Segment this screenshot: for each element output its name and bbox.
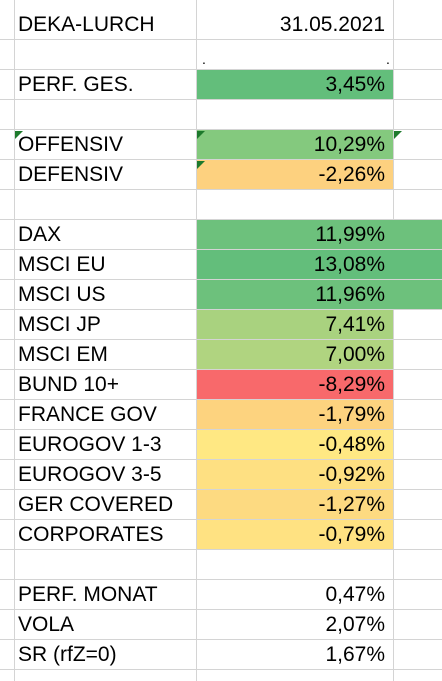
index-row: EUROGOV 3-5 -0,92%	[0, 460, 442, 490]
stat-label[interactable]: PERF. MONAT	[18, 583, 158, 606]
index-row: GER COVERED -1,27%	[0, 490, 442, 520]
marker-row	[0, 40, 442, 70]
index-value[interactable]: -0,92%	[197, 460, 393, 489]
stat-value[interactable]: 1,67%	[325, 643, 385, 666]
header-row: DEKA-LURCH 31.05.2021	[0, 10, 442, 40]
index-value[interactable]: 13,08%	[197, 250, 393, 279]
index-value[interactable]: -0,79%	[197, 520, 393, 549]
strategy-row: OFFENSIV 10,29%	[0, 130, 442, 160]
perf-total-label[interactable]: PERF. GES.	[18, 73, 134, 96]
index-value[interactable]: -1,79%	[197, 400, 393, 429]
index-label[interactable]: GER COVERED	[18, 493, 174, 516]
index-value[interactable]: -0,48%	[197, 430, 393, 459]
index-value[interactable]: 11,99%	[197, 220, 393, 249]
marker-dot-left: .	[202, 51, 206, 67]
date-cell[interactable]: 31.05.2021	[279, 13, 385, 36]
index-value[interactable]: -1,27%	[197, 490, 393, 519]
index-fill-extension	[393, 280, 442, 309]
stat-row: PERF. MONAT 0,47%	[0, 580, 442, 610]
comment-marker-icon	[15, 131, 23, 139]
index-label[interactable]: EUROGOV 3-5	[18, 463, 162, 486]
comment-marker-icon	[197, 161, 205, 169]
index-label[interactable]: EUROGOV 1-3	[18, 433, 162, 456]
empty-row	[0, 190, 442, 220]
stat-label[interactable]: VOLA	[18, 613, 75, 636]
index-label[interactable]: MSCI JP	[18, 313, 101, 336]
index-row: DAX 11,99%	[0, 220, 442, 250]
index-row: MSCI EM 7,00%	[0, 340, 442, 370]
index-label[interactable]: MSCI EM	[18, 343, 108, 366]
comment-marker-icon	[197, 131, 205, 139]
index-label[interactable]: FRANCE GOV	[18, 403, 157, 426]
strategy-label[interactable]: OFFENSIV	[18, 133, 124, 156]
strategy-row: DEFENSIV -2,26%	[0, 160, 442, 190]
fund-name-cell[interactable]: DEKA-LURCH	[18, 13, 155, 36]
index-row: FRANCE GOV -1,79%	[0, 400, 442, 430]
stat-value[interactable]: 2,07%	[325, 613, 385, 636]
index-label[interactable]: DAX	[18, 223, 62, 246]
grid-line	[196, 0, 197, 681]
index-row: MSCI EU 13,08%	[0, 250, 442, 280]
marker-dot-right: .	[386, 51, 390, 67]
grid-line	[14, 0, 15, 681]
comment-marker-icon	[394, 131, 402, 139]
index-value[interactable]: 7,41%	[197, 310, 393, 339]
index-label[interactable]: MSCI US	[18, 283, 106, 306]
index-row: MSCI JP 7,41%	[0, 310, 442, 340]
perf-total-row: PERF. GES. 3,45%	[0, 70, 442, 100]
index-label[interactable]: CORPORATES	[18, 523, 164, 546]
index-label[interactable]: BUND 10+	[18, 373, 119, 396]
perf-total-value[interactable]: 3,45%	[197, 70, 393, 99]
strategy-value[interactable]: -2,26%	[197, 160, 393, 189]
index-value[interactable]: 11,96%	[197, 280, 393, 309]
stat-row: VOLA 2,07%	[0, 610, 442, 640]
stat-label[interactable]: SR (rfZ=0)	[18, 643, 117, 666]
index-fill-extension	[393, 250, 442, 279]
index-row: CORPORATES -0,79%	[0, 520, 442, 550]
strategy-value[interactable]: 10,29%	[197, 130, 393, 159]
strategy-label[interactable]: DEFENSIV	[18, 163, 124, 186]
stat-value[interactable]: 0,47%	[325, 583, 385, 606]
index-row: BUND 10+ -8,29%	[0, 370, 442, 400]
index-value[interactable]: -8,29%	[197, 370, 393, 399]
empty-row	[0, 550, 442, 580]
index-row: EUROGOV 1-3 -0,48%	[0, 430, 442, 460]
stat-row: SR (rfZ=0) 1,67%	[0, 640, 442, 670]
index-fill-extension	[393, 220, 442, 249]
index-label[interactable]: MSCI EU	[18, 253, 106, 276]
grid-line	[393, 0, 394, 681]
index-value[interactable]: 7,00%	[197, 340, 393, 369]
empty-row	[0, 100, 442, 130]
index-row: MSCI US 11,96%	[0, 280, 442, 310]
